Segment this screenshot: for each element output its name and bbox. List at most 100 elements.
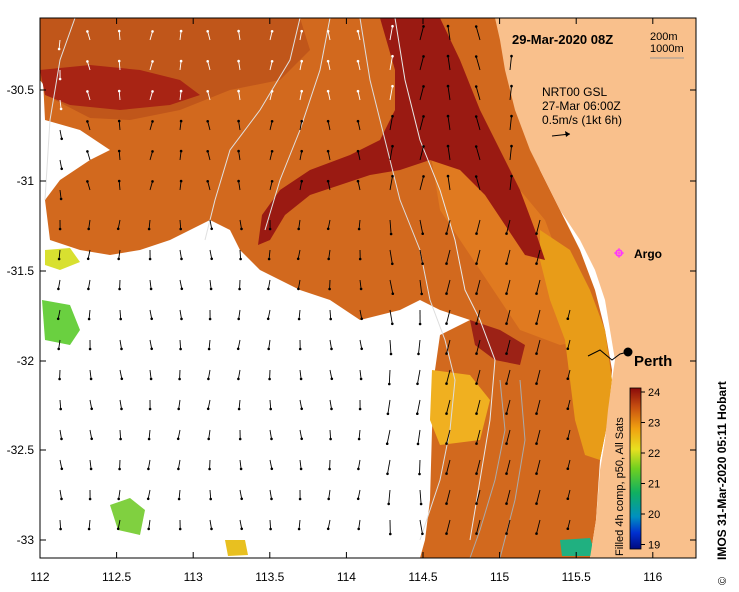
current-arrow-head — [566, 497, 570, 501]
current-arrow-head — [116, 227, 120, 231]
current-arrow — [209, 489, 212, 500]
current-arrow — [299, 121, 303, 131]
current-arrow — [446, 219, 451, 234]
current-arrow — [536, 339, 541, 354]
current-arrow-head — [475, 472, 478, 475]
current-arrow-head — [298, 497, 302, 501]
current-arrow-head — [387, 502, 391, 506]
current-arrow-head — [535, 502, 538, 505]
current-arrow — [475, 116, 481, 131]
current-arrow — [447, 56, 451, 71]
isobath-deep — [44, 18, 301, 241]
current-arrow — [509, 146, 512, 161]
current-arrow — [446, 519, 451, 534]
current-arrow-head — [150, 317, 153, 321]
current-arrow — [389, 26, 393, 41]
x-tick-label: 115.5 — [562, 570, 591, 584]
current-arrow-head — [389, 232, 393, 236]
current-arrow — [446, 489, 451, 504]
current-arrow-head — [179, 347, 182, 351]
current-arrow-head — [86, 60, 89, 63]
current-arrow — [297, 249, 301, 259]
current-arrow — [269, 91, 273, 101]
current-arrow-head — [445, 532, 448, 535]
current-arrow-head — [237, 377, 240, 381]
current-arrow-head — [391, 84, 394, 88]
current-arrow — [179, 181, 182, 191]
current-arrow — [536, 249, 541, 264]
current-arrow — [267, 309, 271, 319]
current-arrow — [327, 181, 331, 191]
current-arrow — [179, 279, 183, 289]
current-arrow-head — [535, 442, 538, 445]
x-tick-label: 115 — [490, 570, 509, 584]
current-arrow-head — [422, 115, 425, 118]
current-arrow-head — [117, 257, 120, 261]
colorbar-tick-label: 21 — [648, 479, 660, 491]
current-arrow — [417, 429, 421, 444]
current-arrow-head — [297, 527, 301, 531]
current-arrow-head — [117, 497, 120, 501]
current-arrow — [475, 146, 481, 161]
current-arrow — [389, 116, 393, 131]
current-arrow-head — [60, 437, 63, 441]
current-arrow-head — [510, 114, 513, 118]
current-arrow-head — [360, 347, 364, 351]
colorbar — [629, 387, 642, 550]
sst-cool-patch-west — [42, 300, 80, 345]
current-arrow-head — [474, 175, 478, 178]
current-scale-label: 0.5m/s (1kt 6h) — [542, 113, 622, 127]
current-arrow — [178, 399, 181, 409]
current-arrow-head — [87, 227, 90, 231]
current-arrow-head — [270, 30, 274, 33]
current-arrow — [419, 116, 424, 131]
current-arrow — [536, 279, 541, 294]
current-arrow — [506, 219, 511, 234]
current-arrow-head — [535, 262, 538, 265]
current-arrow-head — [475, 262, 478, 265]
current-arrow — [269, 121, 273, 131]
current-arrow-head — [237, 29, 240, 33]
current-arrow — [447, 146, 451, 161]
current-arrow-head — [391, 262, 394, 266]
current-arrow — [147, 459, 151, 469]
current-arrow — [59, 129, 63, 139]
current-arrow-head — [326, 29, 330, 33]
current-arrow — [387, 399, 391, 414]
current-arrow — [327, 91, 331, 101]
current-arrow — [119, 429, 122, 440]
current-arrow-head — [206, 180, 209, 183]
current-arrow — [179, 61, 182, 71]
current-arrow — [148, 519, 151, 529]
current-arrow — [299, 151, 303, 161]
current-arrow — [446, 399, 451, 414]
current-arrow-head — [296, 257, 300, 261]
current-arrow — [119, 369, 123, 379]
current-arrow — [269, 519, 272, 530]
current-arrow-head — [389, 532, 392, 536]
current-arrow — [209, 519, 212, 529]
current-arrow-head — [446, 174, 450, 178]
current-arrow — [178, 489, 181, 500]
current-arrow-head — [120, 407, 123, 411]
current-arrow-head — [60, 167, 63, 171]
current-arrow — [476, 399, 481, 414]
current-arrow — [117, 219, 121, 229]
current-arrow-head — [386, 412, 390, 416]
current-arrow-head — [60, 497, 63, 501]
current-arrow — [119, 339, 122, 349]
current-arrow-head — [330, 377, 334, 381]
current-arrow-head — [206, 407, 210, 411]
current-arrow-head — [566, 407, 570, 411]
current-arrow — [476, 339, 481, 354]
current-arrow-head — [180, 317, 183, 321]
current-arrow-head — [386, 472, 389, 476]
current-arrow — [357, 121, 361, 131]
current-arrow-head — [90, 437, 93, 441]
current-arrow — [299, 399, 303, 409]
current-arrow — [179, 121, 182, 131]
current-arrow — [328, 249, 331, 259]
current-arrow-head — [391, 292, 395, 296]
current-arrow — [419, 249, 424, 264]
current-arrow — [208, 429, 211, 439]
